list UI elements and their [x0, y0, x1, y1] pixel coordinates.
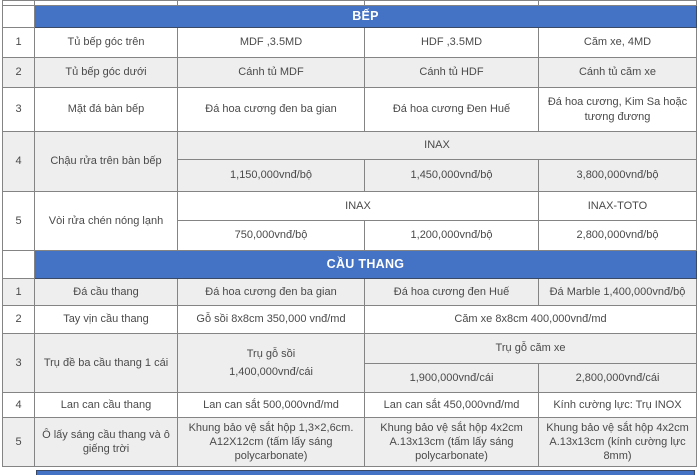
value-cell: Đá hoa cương đen ba gian [177, 278, 365, 306]
item-cell: Đá cầu thang [34, 278, 178, 306]
table-row: 4 Chậu rửa trên bàn bếp INAX [2, 131, 697, 192]
value-cell: Cánh tủ MDF [177, 57, 365, 88]
brand-cell: INAX [177, 131, 697, 160]
row-number-cell: 1 [2, 27, 35, 58]
value-cell: Gỗ sồi 8x8cm 350,000 vnđ/md [177, 305, 365, 334]
brand-cell: Trụ gỗ căm xe [364, 333, 697, 364]
value-cell: Khung bảo vệ sắt hộp 4x2cm A.13x13cm (tấ… [364, 417, 539, 467]
price-cell: 1,450,000vnđ/bộ [364, 159, 539, 192]
table-row: 4 Lan can cầu thang Lan can sắt 500,000v… [2, 392, 697, 418]
value-cell: Lan can sắt 500,000vnđ/md [177, 392, 365, 418]
row-number-cell: 4 [2, 392, 35, 418]
table-row: 3 Trụ đề ba cầu thang 1 cái Trụ gỗ sồi 1… [2, 333, 697, 393]
item-cell: Tủ bếp góc trên [34, 27, 178, 58]
row-number-cell: 5 [2, 417, 35, 467]
price-cell: 2,800,000vnđ/bộ [538, 220, 697, 251]
brand-cell: INAX-TOTO [538, 191, 697, 221]
row-number-cell: 5 [2, 191, 35, 251]
brand-cell: INAX [177, 191, 539, 221]
item-cell: Mặt đá bàn bếp [34, 87, 178, 132]
table-subrow: 1,900,000vnđ/cái 2,800,000vnđ/cái [3, 363, 697, 393]
value-line: Trụ gỗ sồi [246, 347, 296, 360]
price-cell: 750,000vnđ/bộ [177, 220, 365, 251]
table-row: 1 Đá cầu thang Đá hoa cương đen ba gian … [2, 278, 697, 306]
value-cell: Căm xe, 4MD [538, 27, 697, 58]
value-cell: Đá hoa cương đen Huế [364, 278, 539, 306]
table-row: 2 Tủ bếp góc dưới Cánh tủ MDF Cánh tủ HD… [2, 57, 697, 88]
price-cell: 1,150,000vnđ/bộ [177, 159, 365, 192]
row-number-cell: 1 [2, 278, 35, 306]
price-cell: 1,200,000vnđ/bộ [364, 220, 539, 251]
item-cell: Tay vịn cầu thang [34, 305, 178, 334]
table-subrow: 750,000vnđ/bộ 1,200,000vnđ/bộ 2,800,000v… [3, 220, 697, 251]
table-row: 5 Ô lấy sáng cầu thang và ô giếng trời K… [2, 417, 697, 467]
value-cell: Đá Marble 1,400,000vnđ/bộ [538, 278, 697, 306]
section-header-row-kitchen: BẾP [2, 5, 697, 28]
table-subrow: 1,150,000vnđ/bộ 1,450,000vnđ/bộ 3,800,00… [3, 159, 697, 192]
table-row: 5 Vòi rửa chén nóng lạnh INAX INAX-TOTO [2, 191, 697, 251]
value-cell: HDF ,3.5MD [364, 27, 539, 58]
row-number-cell: 3 [2, 333, 35, 393]
section-header-stairs: CẦU THANG [34, 250, 697, 279]
section-header-kitchen: BẾP [34, 5, 697, 28]
value-cell: Căm xe 8x8cm 400,000vnđ/md [364, 305, 697, 334]
header-left-cell [2, 250, 35, 279]
table-row: 2 Tay vịn cầu thang Gỗ sồi 8x8cm 350,000… [2, 305, 697, 334]
table-row: 3 Mặt đá bàn bếp Đá hoa cương đen ba gia… [2, 87, 697, 132]
row-number-cell: 4 [2, 131, 35, 192]
value-cell: Trụ gỗ sồi 1,400,000vnđ/cái [177, 333, 365, 393]
row-number-cell: 2 [2, 57, 35, 88]
value-cell: Cánh tủ căm xe [538, 57, 697, 88]
table-row: 1 Tủ bếp góc trên MDF ,3.5MD HDF ,3.5MD … [2, 27, 697, 58]
price-cell: 3,800,000vnđ/bộ [538, 159, 697, 192]
item-cell: Vòi rửa chén nóng lạnh [34, 191, 178, 251]
item-cell: Tủ bếp góc dưới [34, 57, 178, 88]
item-cell: Trụ đề ba cầu thang 1 cái [34, 333, 178, 393]
value-cell: Đá hoa cương Đen Huế [364, 87, 539, 132]
row-number-cell: 2 [2, 305, 35, 334]
partial-next-section-header [36, 470, 695, 475]
value-cell: Lan can sắt 450,000vnđ/md [364, 392, 539, 418]
header-left-cell [2, 5, 35, 28]
value-cell: Đá hoa cương, Kim Sa hoặc tương đương [538, 87, 697, 132]
value-cell: Kính cường lực: Trụ INOX [538, 392, 697, 418]
value-cell: MDF ,3.5MD [177, 27, 365, 58]
value-cell: Khung bảo vệ sắt hộp 4x2cm A.13x13cm (kí… [538, 417, 697, 467]
value-cell: Đá hoa cương đen ba gian [177, 87, 365, 132]
price-cell: 1,900,000vnđ/cái [364, 363, 539, 393]
section-header-row-stairs: CẦU THANG [2, 250, 697, 279]
price-cell: 2,800,000vnđ/cái [538, 363, 697, 393]
item-cell: Chậu rửa trên bàn bếp [34, 131, 178, 192]
item-cell: Lan can cầu thang [34, 392, 178, 418]
value-cell: Khung bảo vệ sắt hộp 1,3×2,6cm. A12X12cm… [177, 417, 365, 467]
price-line: 1,400,000vnđ/cái [229, 366, 313, 378]
spec-table: BẾP 1 Tủ bếp góc trên MDF ,3.5MD HDF ,3.… [2, 0, 697, 467]
value-cell: Cánh tủ HDF [364, 57, 539, 88]
row-number-cell: 3 [2, 87, 35, 132]
item-cell: Ô lấy sáng cầu thang và ô giếng trời [34, 417, 178, 467]
